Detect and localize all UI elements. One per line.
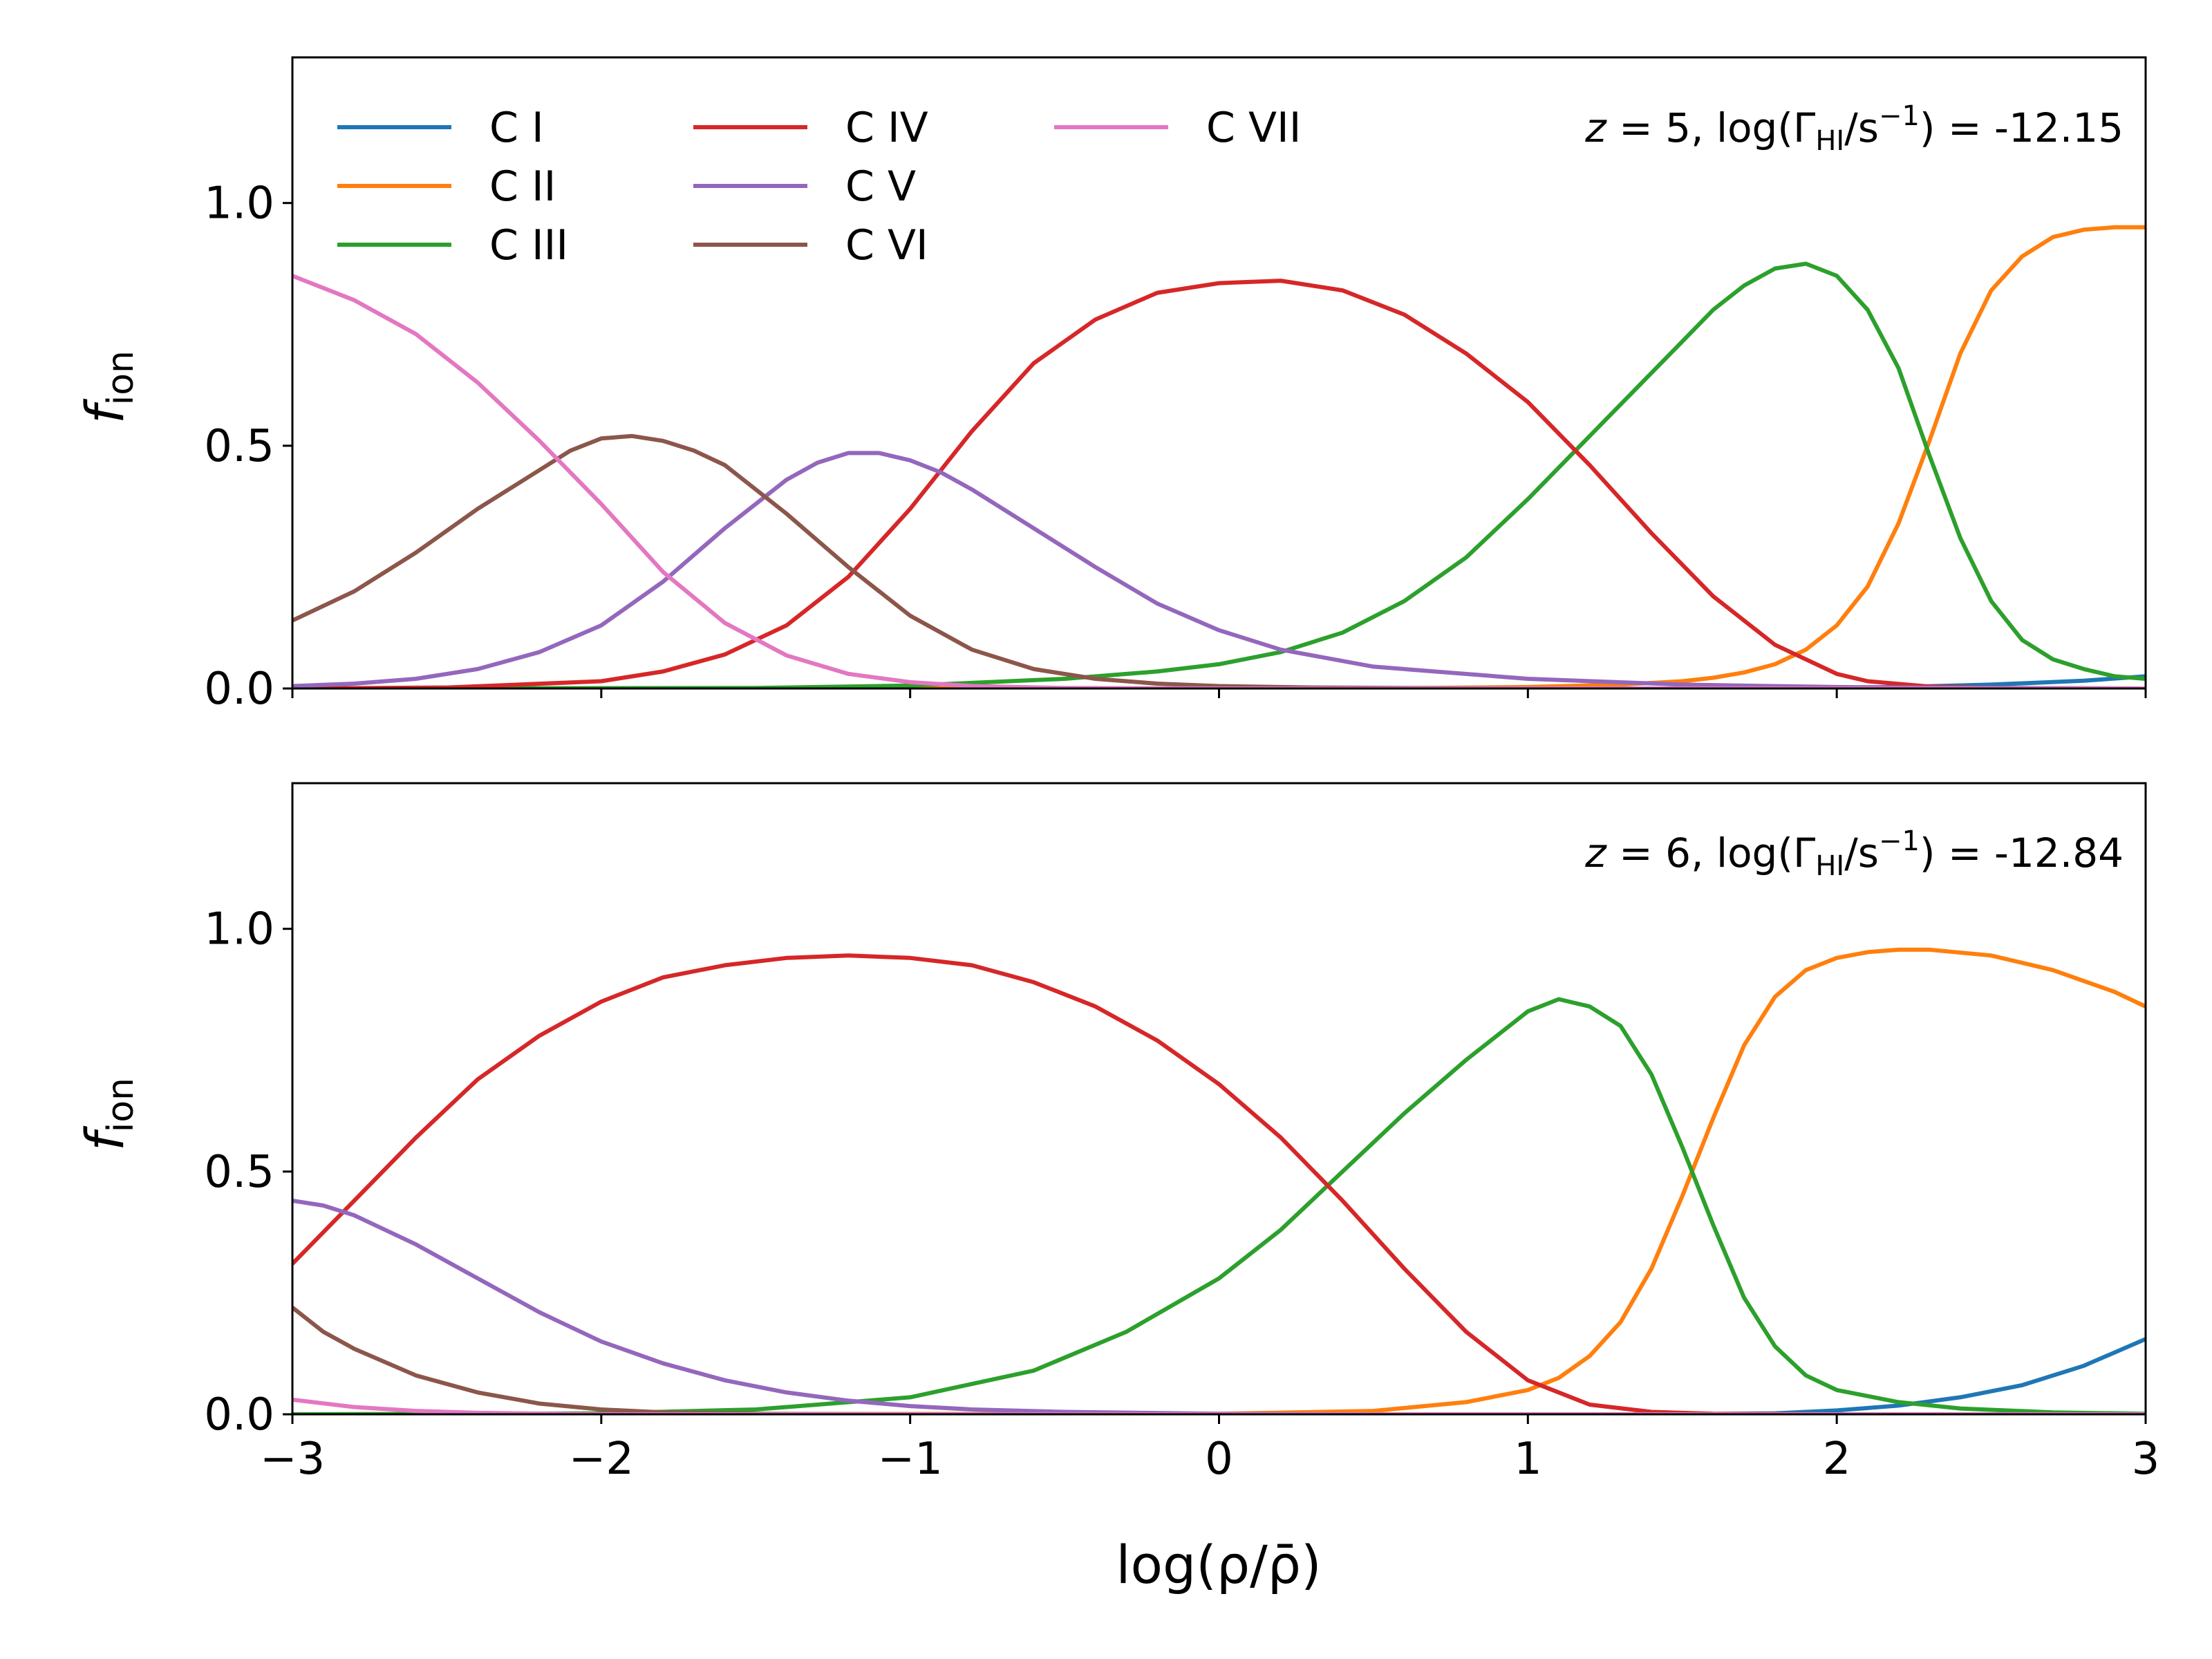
- bottom-xtick-label: −2: [569, 1434, 634, 1485]
- legend-label-c-ii: C II: [489, 162, 556, 211]
- panel-top: 0.00.51.0 fion z = 5, log(ΓHI/s−1) = -12…: [74, 56, 2147, 715]
- top-ytick-label: 0.0: [204, 664, 274, 715]
- bottom-y-ticks: 0.0 0.5 1.0: [204, 904, 292, 1441]
- bottom-xtick-label: 3: [2132, 1434, 2160, 1485]
- legend-label-c-v: C V: [845, 162, 916, 211]
- bottom-series-c-vii: [292, 1397, 2146, 1414]
- bottom-xtick-label: 0: [1205, 1434, 1233, 1485]
- top-y-ticks: 0.0 0.5 1.0: [204, 178, 292, 715]
- top-x-ticks: [291, 688, 2147, 698]
- legend-label-c-iii: C III: [489, 221, 568, 270]
- bottom-series-c-ii: [292, 947, 2146, 1414]
- panel-bottom: 0.0 0.5 1.0 −3 −2 −1 0 1 2 3 fion z = 6, log(ΓHI…: [74, 782, 2160, 1595]
- legend-label-c-iv: C IV: [845, 104, 928, 152]
- bottom-ytick-label: 1.0: [204, 904, 274, 955]
- bottom-x-ticks: −3 −2 −1 0 1 2 3: [260, 1414, 2160, 1485]
- top-series-c-v: [292, 451, 2146, 688]
- bottom-xtick-label: 1: [1514, 1434, 1542, 1485]
- legend: C I C II C III C IV C V C VI C VII: [337, 104, 1301, 270]
- bottom-xtick-label: 2: [1823, 1434, 1851, 1485]
- bottom-ytick-label: 0.5: [204, 1147, 274, 1198]
- bottom-ylabel: fion: [74, 1078, 142, 1151]
- bottom-series-c-iii: [292, 997, 2146, 1414]
- legend-label-c-vi: C VI: [845, 221, 928, 270]
- top-series-c-iv: [292, 279, 2146, 688]
- bottom-ytick-label: 0.0: [204, 1389, 274, 1441]
- legend-label-c-vii: C VII: [1206, 104, 1301, 152]
- bottom-xtick-label: −1: [877, 1434, 942, 1485]
- top-ytick-label: 0.5: [204, 421, 274, 472]
- bottom-series-c-iv: [292, 953, 2146, 1414]
- top-ytick-label: 1.0: [204, 178, 274, 229]
- bottom-annotation: z = 6, log(ΓHI/s−1) = -12.84: [1584, 825, 2124, 882]
- top-series-c-iii: [292, 261, 2146, 688]
- legend-label-c-i: C I: [489, 104, 544, 152]
- bottom-xlabel: log(ρ/ρ̄): [1116, 1534, 1321, 1595]
- bottom-xtick-label: −3: [260, 1434, 325, 1485]
- top-annotation: z = 5, log(ΓHI/s−1) = -12.15: [1584, 100, 2124, 157]
